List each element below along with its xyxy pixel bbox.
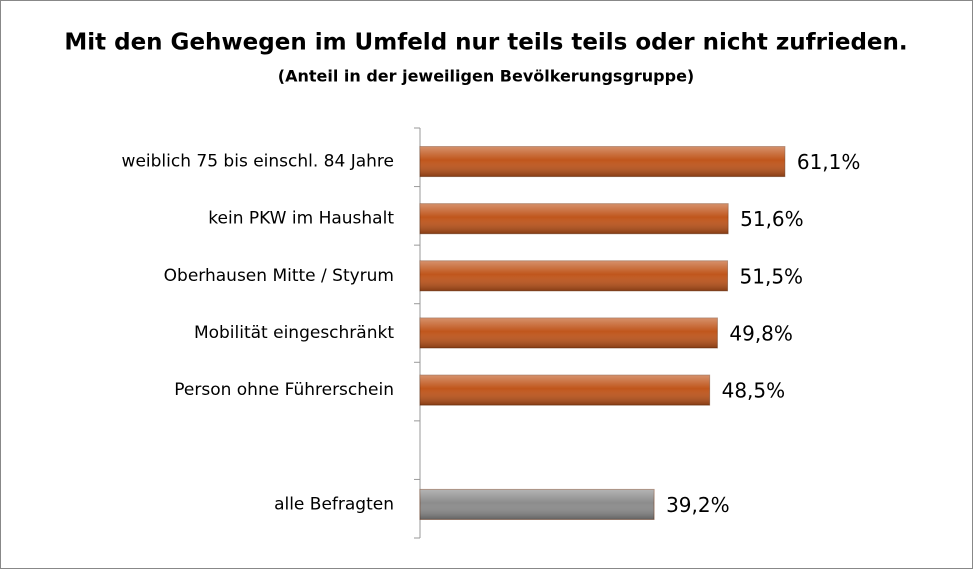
- category-label: Person ohne Führerschein: [174, 380, 394, 400]
- value-label: 61,1%: [797, 150, 861, 174]
- value-label: 51,5%: [740, 264, 804, 288]
- category-label: kein PKW im Haushalt: [208, 209, 394, 229]
- value-label: 48,5%: [722, 379, 786, 403]
- chart-title: Mit den Gehwegen im Umfeld nur teils tei…: [64, 30, 907, 56]
- category-label: alle Befragten: [274, 494, 394, 514]
- bar-shade: [420, 489, 655, 520]
- bar-shade: [420, 260, 728, 291]
- category-label: Oberhausen Mitte / Styrum: [164, 266, 394, 286]
- bar-shade: [420, 375, 710, 406]
- value-label: 49,8%: [729, 322, 793, 346]
- bar-shade: [420, 146, 785, 177]
- chart-subtitle: (Anteil in der jeweiligen Bevölkerungsgr…: [278, 67, 695, 86]
- value-label: 51,6%: [740, 207, 804, 231]
- category-label: Mobilität eingeschränkt: [194, 323, 394, 343]
- category-label: weiblich 75 bis einschl. 84 Jahre: [122, 152, 394, 172]
- value-label: 39,2%: [666, 493, 730, 517]
- bar-shade: [420, 318, 718, 348]
- bar-shade: [420, 203, 729, 234]
